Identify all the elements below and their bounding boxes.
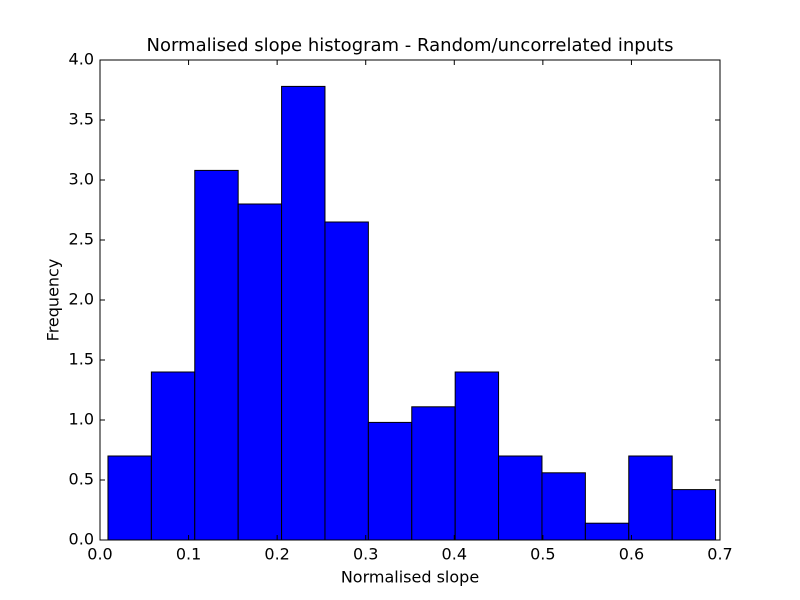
bar [411, 406, 456, 541]
x-axis-label: Normalised slope [341, 568, 479, 587]
y-tick-label: 3.0 [69, 170, 94, 189]
x-tick-label: 0.0 [87, 545, 112, 564]
bar [671, 489, 717, 541]
y-tick-label: 2.0 [69, 290, 94, 309]
bar [281, 85, 326, 541]
bar [367, 421, 413, 541]
bar [454, 371, 500, 541]
x-tick-label: 0.6 [619, 545, 644, 564]
bar [584, 522, 630, 541]
x-tick-label: 0.3 [353, 545, 378, 564]
y-tick-label: 0.0 [69, 530, 94, 549]
bar [628, 455, 673, 541]
chart-title: Normalised slope histogram - Random/unco… [147, 35, 674, 56]
y-tick-label: 1.0 [69, 410, 94, 429]
bar [237, 203, 283, 541]
bar [150, 371, 196, 541]
bar [498, 455, 543, 541]
bar [324, 221, 369, 541]
x-tick-label: 0.7 [707, 545, 732, 564]
x-tick-label: 0.2 [264, 545, 289, 564]
y-axis-label: Frequency [44, 259, 63, 342]
y-tick-label: 2.5 [69, 230, 94, 249]
y-tick-label: 0.5 [69, 470, 94, 489]
x-tick-label: 0.5 [530, 545, 555, 564]
bar [194, 169, 239, 541]
bar [541, 472, 586, 541]
y-tick-label: 4.0 [69, 50, 94, 69]
bar [107, 455, 152, 541]
x-tick-label: 0.4 [442, 545, 467, 564]
x-tick-label: 0.1 [176, 545, 201, 564]
y-tick-label: 3.5 [69, 110, 94, 129]
y-tick-label: 1.5 [69, 350, 94, 369]
